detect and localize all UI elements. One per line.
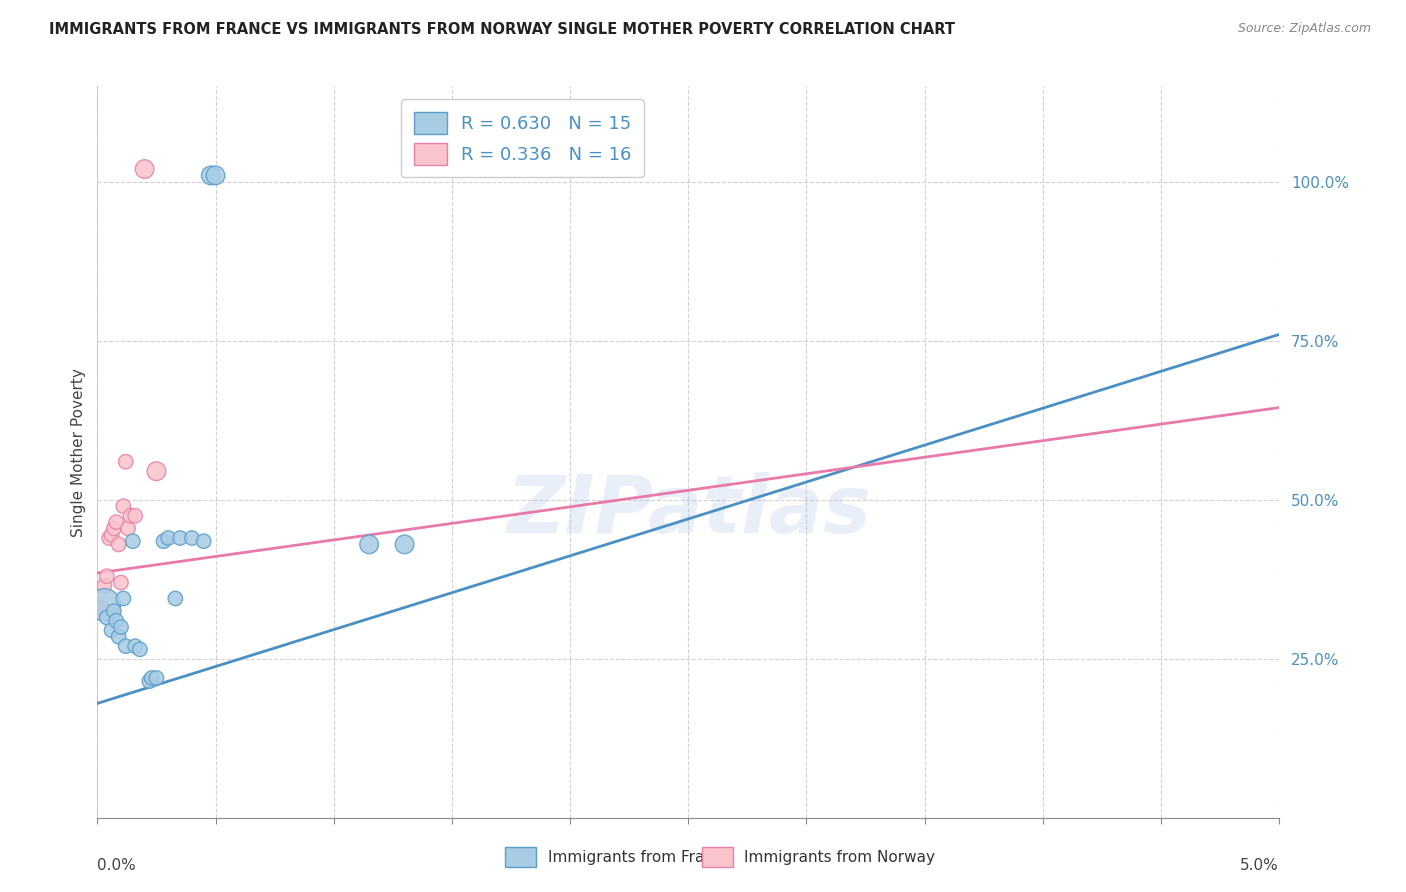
Point — [180, 531, 202, 545]
Point — [124, 639, 146, 653]
Y-axis label: Single Mother Poverty: Single Mother Poverty — [72, 368, 86, 537]
Point — [103, 604, 125, 618]
Point — [145, 464, 167, 478]
Point — [359, 537, 381, 551]
Point — [193, 534, 215, 549]
Point — [128, 642, 150, 657]
Point — [107, 630, 129, 644]
Point — [105, 515, 128, 529]
Point — [145, 671, 167, 685]
Text: Immigrants from France: Immigrants from France — [547, 850, 731, 864]
Point — [98, 531, 121, 545]
Point — [141, 671, 163, 685]
Text: Immigrants from Norway: Immigrants from Norway — [744, 850, 935, 864]
Text: ZIPatlas: ZIPatlas — [506, 472, 870, 549]
Point — [120, 508, 142, 523]
Point — [169, 531, 191, 545]
Point — [110, 575, 132, 590]
Point — [157, 531, 180, 545]
Point — [105, 614, 128, 628]
Point — [107, 537, 129, 551]
Point — [112, 500, 135, 514]
Point — [114, 455, 136, 469]
Text: 0.0%: 0.0% — [97, 858, 136, 873]
Point — [114, 639, 136, 653]
Point — [112, 591, 135, 606]
Point — [93, 579, 115, 593]
Point — [124, 508, 146, 523]
Text: IMMIGRANTS FROM FRANCE VS IMMIGRANTS FROM NORWAY SINGLE MOTHER POVERTY CORRELATI: IMMIGRANTS FROM FRANCE VS IMMIGRANTS FRO… — [49, 22, 955, 37]
Point — [200, 169, 222, 183]
Point — [117, 521, 139, 535]
Point — [100, 624, 122, 638]
Point — [204, 169, 226, 183]
Point — [152, 534, 174, 549]
Point — [121, 534, 143, 549]
Point — [93, 598, 115, 612]
Text: 5.0%: 5.0% — [1240, 858, 1279, 873]
Point — [138, 674, 160, 689]
Point — [96, 569, 118, 583]
Legend: R = 0.630   N = 15, R = 0.336   N = 16: R = 0.630 N = 15, R = 0.336 N = 16 — [402, 99, 644, 178]
Text: Source: ZipAtlas.com: Source: ZipAtlas.com — [1237, 22, 1371, 36]
Point — [394, 537, 416, 551]
Point — [96, 610, 118, 624]
Point — [165, 591, 187, 606]
Point — [91, 601, 114, 615]
Point — [110, 620, 132, 634]
Point — [134, 162, 156, 177]
Point — [100, 528, 122, 542]
Point — [103, 521, 125, 535]
